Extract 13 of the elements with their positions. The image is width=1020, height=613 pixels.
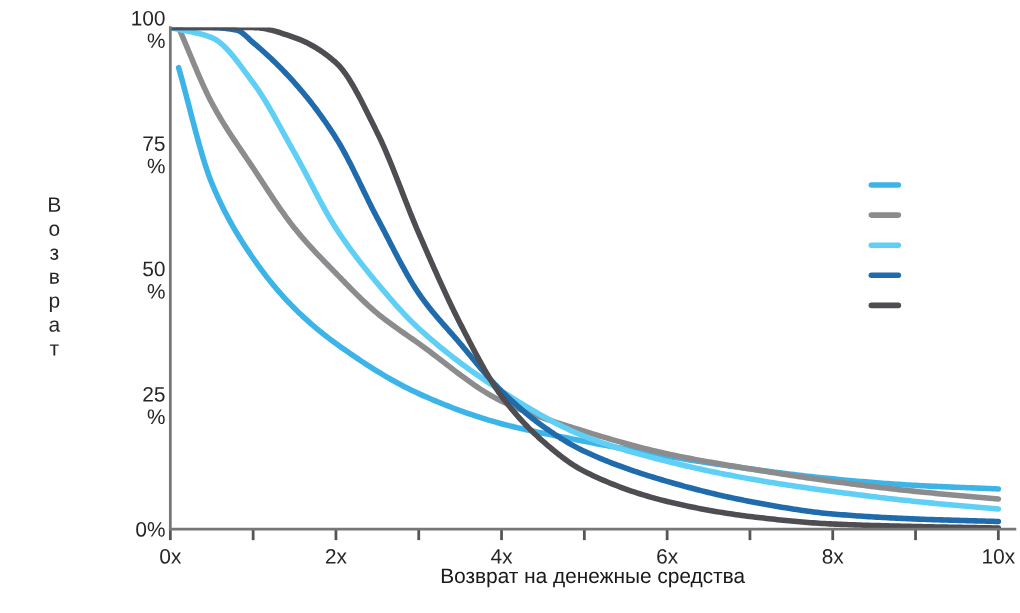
y-tick-label: 100 % [132, 10, 165, 48]
x-tick-label: 4x [491, 549, 513, 564]
x-tick-label: 6x [657, 549, 678, 564]
y-tick-label: 50 % [143, 261, 165, 299]
x-tick-label: 8x [822, 549, 844, 564]
y-tick-label: 75 % [143, 136, 165, 174]
y-axis-title: В о з в р а т [49, 197, 61, 356]
x-axis-title: Возврат на денежные средства [441, 568, 746, 588]
x-tick-label: 0x [160, 549, 182, 564]
y-tick-label: 25 % [143, 386, 165, 425]
x-tick-label: 10x [983, 549, 1015, 564]
y-tick-label: 0% [136, 522, 165, 537]
x-tick-label: 2x [325, 549, 347, 564]
